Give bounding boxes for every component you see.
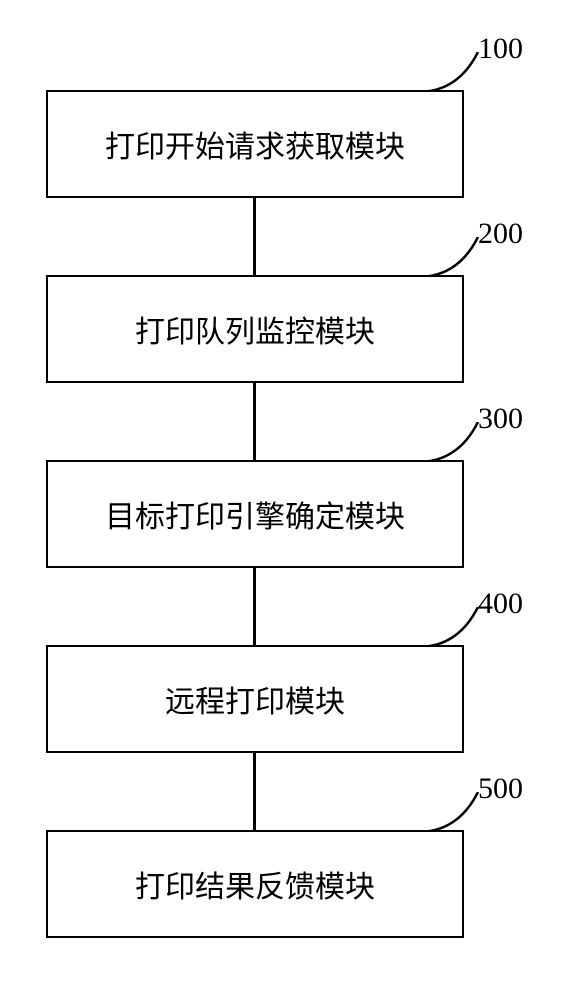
callout-number-100: 100 [478,32,523,66]
module-label-100: 打印开始请求获取模块 [105,122,405,166]
module-label-400: 远程打印模块 [165,677,345,721]
callout-number-300: 300 [478,402,523,436]
module-box-400: 远程打印模块 [46,645,464,753]
module-label-200: 打印队列监控模块 [135,307,375,351]
connector-200-300 [253,383,256,460]
module-box-200: 打印队列监控模块 [46,275,464,383]
module-box-300: 目标打印引擎确定模块 [46,460,464,568]
connector-400-500 [253,753,256,830]
module-label-500: 打印结果反馈模块 [135,862,375,906]
module-box-100: 打印开始请求获取模块 [46,90,464,198]
callout-number-400: 400 [478,587,523,621]
callout-number-200: 200 [478,217,523,251]
diagram-canvas: 打印开始请求获取模块 打印队列监控模块 目标打印引擎确定模块 远程打印模块 打印… [0,0,562,1000]
module-box-500: 打印结果反馈模块 [46,830,464,938]
module-label-300: 目标打印引擎确定模块 [105,492,405,536]
callout-number-500: 500 [478,772,523,806]
connector-300-400 [253,568,256,645]
connector-100-200 [253,198,256,275]
